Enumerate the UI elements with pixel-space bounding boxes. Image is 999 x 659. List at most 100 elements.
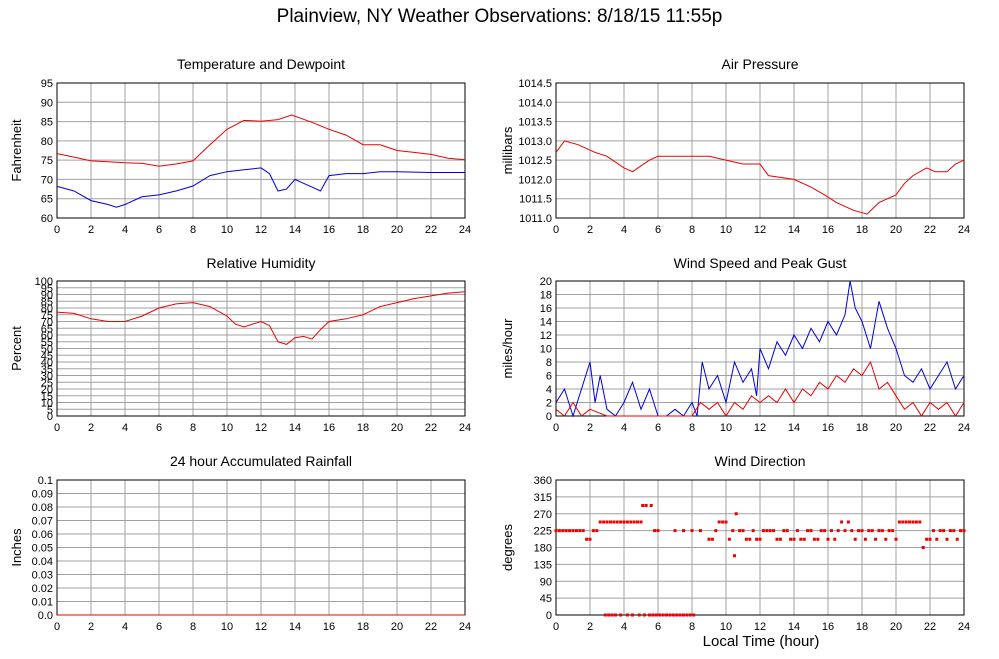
data-point — [874, 537, 878, 541]
x-tick-label: 2 — [88, 621, 94, 633]
data-point — [568, 529, 572, 533]
data-point — [734, 512, 738, 516]
x-tick-label: 0 — [553, 224, 559, 236]
data-point — [901, 520, 905, 524]
x-tick-label: 2 — [88, 422, 94, 434]
data-point — [870, 529, 874, 533]
y-axis-label: Inches — [9, 528, 24, 567]
x-tick-label: 16 — [323, 224, 335, 236]
x-tick-label: 10 — [720, 422, 732, 434]
y-tick-label: 80 — [41, 136, 53, 148]
data-point — [789, 537, 793, 541]
y-tick-label: 0.01 — [32, 597, 53, 609]
data-point — [682, 529, 685, 533]
y-tick-label: 0.07 — [32, 516, 53, 528]
y-tick-label: 60 — [41, 213, 53, 225]
data-point — [578, 529, 582, 533]
x-tick-label: 22 — [425, 422, 437, 434]
data-point — [850, 529, 854, 533]
x-tick-label: 2 — [587, 224, 593, 236]
y-tick-label: 0 — [546, 411, 552, 423]
y-tick-label: 85 — [41, 117, 53, 129]
y-tick-label: 90 — [41, 290, 53, 302]
data-point — [918, 520, 922, 524]
x-tick-label: 20 — [391, 621, 403, 633]
y-tick-label: 20 — [540, 276, 552, 288]
y-tick-label: 75 — [41, 155, 53, 167]
x-tick-label: 22 — [924, 422, 936, 434]
y-axis-label: Fahrenheit — [9, 119, 24, 182]
x-tick-label: 6 — [156, 224, 162, 236]
data-point — [581, 529, 585, 533]
y-tick-label: 0.08 — [32, 502, 53, 514]
x-tick-label: 16 — [822, 224, 834, 236]
data-point — [819, 529, 823, 533]
y-tick-label: 0.0 — [38, 610, 53, 622]
data-point — [744, 537, 748, 541]
x-tick-label: 8 — [689, 621, 695, 633]
x-tick-label: 10 — [221, 224, 233, 236]
data-point — [707, 537, 711, 541]
y-tick-label: 0.06 — [32, 529, 53, 541]
x-tick-label: 20 — [890, 224, 902, 236]
data-point — [880, 529, 884, 533]
y-tick-label: 60 — [41, 330, 53, 342]
y-tick-label: 18 — [540, 290, 552, 302]
data-point — [692, 613, 696, 617]
y-tick-label: 6 — [546, 371, 552, 383]
x-tick-label: 18 — [357, 621, 369, 633]
data-point — [795, 529, 799, 533]
x-tick-label: 14 — [289, 422, 301, 434]
y-tick-label: 65 — [41, 323, 53, 335]
data-point — [938, 529, 942, 533]
data-point — [665, 613, 668, 617]
series-line-blue — [555, 280, 965, 418]
data-point — [607, 613, 611, 617]
y-tick-label: 270 — [534, 509, 552, 521]
y-tick-label: 2 — [546, 398, 552, 410]
data-point — [843, 529, 847, 533]
data-point — [619, 613, 623, 617]
data-point — [761, 529, 765, 533]
x-tick-label: 4 — [621, 621, 627, 633]
data-point — [792, 537, 796, 541]
x-tick-label: 14 — [289, 621, 301, 633]
data-point — [921, 546, 925, 549]
x-tick-label: 10 — [221, 422, 233, 434]
x-tick-label: 24 — [958, 224, 970, 236]
x-tick-label: 12 — [754, 422, 766, 434]
page-title: Plainview, NY Weather Observations: 8/18… — [276, 6, 723, 27]
data-point — [714, 529, 718, 533]
x-tick-label: 12 — [754, 224, 766, 236]
y-axis-label: millibars — [500, 126, 515, 174]
data-point — [564, 529, 568, 533]
data-point — [588, 537, 592, 541]
data-point — [812, 537, 816, 541]
data-point — [778, 537, 782, 541]
y-tick-label: 4 — [546, 384, 552, 396]
data-point — [836, 529, 840, 533]
chart-title: Wind Speed and Peak Gust — [674, 255, 847, 271]
chart-title: Relative Humidity — [207, 255, 316, 271]
data-point — [631, 613, 634, 617]
data-point — [846, 520, 850, 524]
data-point — [911, 520, 915, 524]
data-point — [619, 520, 623, 524]
y-tick-label: 1013.0 — [518, 136, 552, 148]
data-point — [751, 529, 755, 533]
x-tick-label: 18 — [856, 422, 868, 434]
data-point — [710, 537, 714, 541]
data-point — [816, 537, 820, 541]
data-point — [775, 537, 779, 541]
x-tick-label: 6 — [655, 224, 661, 236]
y-tick-label: 0.1 — [38, 475, 53, 487]
x-tick-label: 4 — [122, 422, 128, 434]
data-point — [853, 537, 857, 541]
y-axis-label: degrees — [500, 524, 515, 571]
x-tick-label: 2 — [88, 224, 94, 236]
y-tick-label: 0.05 — [32, 543, 53, 555]
y-tick-label: 1013.5 — [518, 117, 552, 129]
data-point — [648, 613, 651, 617]
